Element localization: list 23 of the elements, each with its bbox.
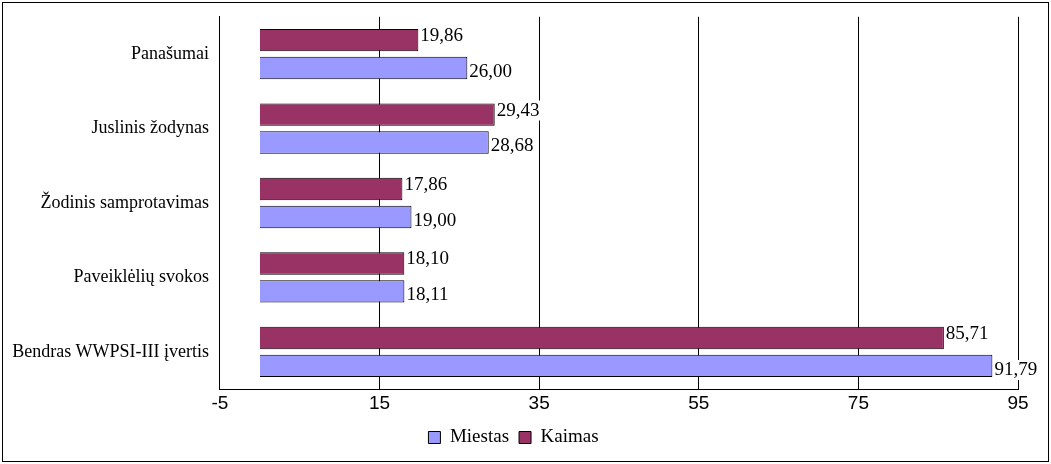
data-label: 26,00 xyxy=(469,59,513,81)
data-label: 85,71 xyxy=(945,321,989,343)
x-tick-label: 55 xyxy=(688,391,710,413)
data-label: 91,79 xyxy=(994,357,1038,379)
x-tick-label: 95 xyxy=(1007,391,1029,413)
x-tick-label: -5 xyxy=(211,391,229,413)
data-label: 19,00 xyxy=(413,208,457,230)
y-tick-label: Juslinis žodynas xyxy=(91,117,209,138)
data-label: 19,86 xyxy=(420,24,464,46)
data-label: 17,86 xyxy=(404,173,448,195)
y-tick-label: Paveiklėlių svokos xyxy=(73,266,209,287)
data-label: 18,10 xyxy=(406,247,450,269)
x-tick-label: 15 xyxy=(368,391,391,413)
legend-label: Miestas xyxy=(449,425,510,447)
x-tick-label: 75 xyxy=(847,391,869,413)
data-label: 28,68 xyxy=(490,134,534,156)
data-label: 29,43 xyxy=(496,98,540,120)
legend-label: Kaimas xyxy=(540,425,599,447)
x-tick-label: 35 xyxy=(528,391,550,413)
y-tick-label: Panašumai xyxy=(130,42,209,63)
y-tick-label: Žodinis samprotavimas xyxy=(40,190,209,212)
data-label: 18,11 xyxy=(406,283,449,305)
y-tick-label: Bendras WWPSI-III įvertis xyxy=(12,340,209,361)
